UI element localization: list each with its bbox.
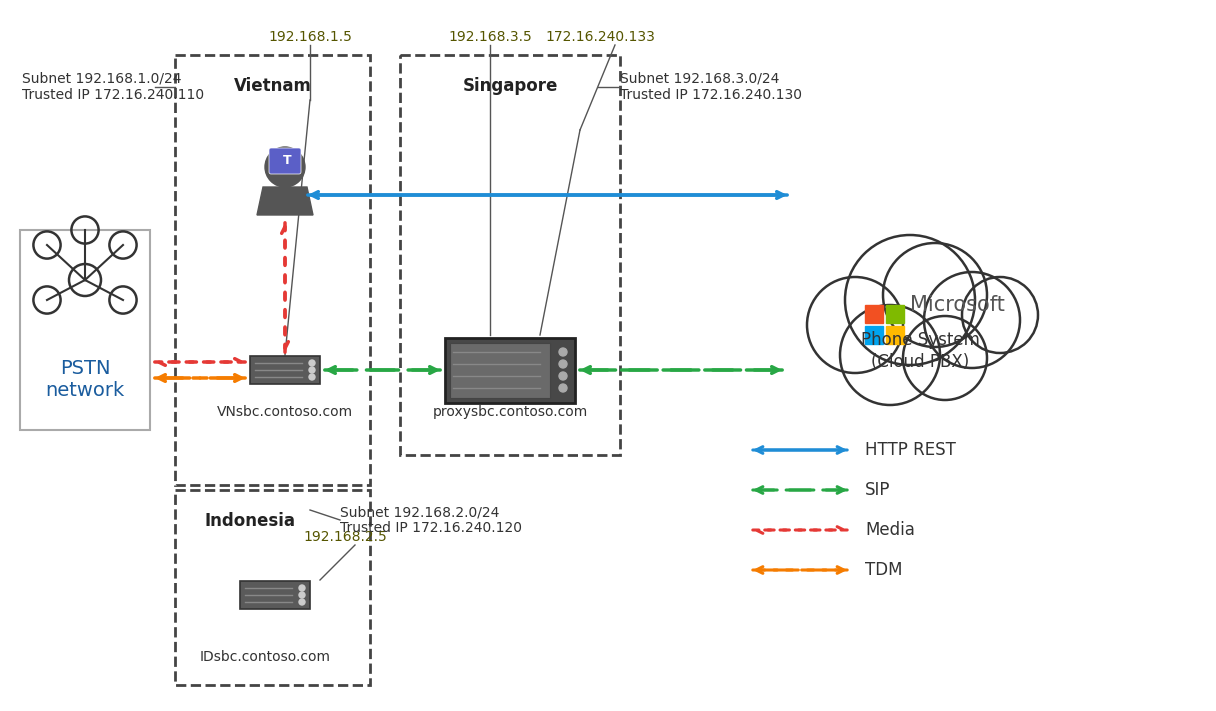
Text: HTTP REST: HTTP REST [865, 441, 956, 459]
Text: T: T [282, 154, 292, 168]
Circle shape [299, 599, 305, 605]
FancyBboxPatch shape [450, 343, 550, 397]
Circle shape [903, 316, 987, 400]
FancyBboxPatch shape [269, 148, 302, 174]
Text: Media: Media [865, 521, 914, 539]
Circle shape [299, 585, 305, 591]
Text: PSTN
network: PSTN network [45, 360, 124, 400]
Circle shape [309, 367, 315, 373]
Text: Subnet 192.168.3.0/24
Trusted IP 172.16.240.130: Subnet 192.168.3.0/24 Trusted IP 172.16.… [620, 72, 803, 102]
Polygon shape [257, 187, 313, 215]
Bar [865, 305, 883, 323]
Circle shape [265, 147, 305, 187]
Bar [19, 230, 150, 430]
Circle shape [559, 348, 567, 356]
Circle shape [962, 277, 1038, 353]
Text: Microsoft: Microsoft [910, 295, 1004, 315]
Circle shape [924, 272, 1020, 368]
Bar [886, 326, 903, 344]
Text: 192.168.1.5: 192.168.1.5 [268, 30, 351, 44]
Circle shape [845, 250, 995, 400]
Circle shape [559, 384, 567, 392]
Text: Singapore: Singapore [462, 77, 558, 95]
Circle shape [807, 277, 903, 373]
Text: SIP: SIP [865, 481, 890, 499]
Text: 192.168.2.5: 192.168.2.5 [303, 530, 387, 544]
Text: VNsbc.contoso.com: VNsbc.contoso.com [216, 405, 353, 419]
Text: proxysbc.contoso.com: proxysbc.contoso.com [433, 405, 587, 419]
Bar [400, 55, 620, 455]
FancyBboxPatch shape [240, 581, 310, 609]
Text: IDsbc.contoso.com: IDsbc.contoso.com [199, 650, 331, 664]
Bar [175, 490, 370, 685]
Bar [175, 55, 370, 485]
Circle shape [840, 305, 940, 405]
Text: 192.168.3.5: 192.168.3.5 [449, 30, 531, 44]
FancyBboxPatch shape [250, 356, 320, 384]
Text: 172.16.240.133: 172.16.240.133 [545, 30, 655, 44]
Bar [886, 305, 903, 323]
Text: TDM: TDM [865, 561, 902, 579]
Circle shape [845, 235, 975, 365]
Text: (Cloud PBX): (Cloud PBX) [871, 353, 969, 371]
Text: Subnet 192.168.2.0/24
Trusted IP 172.16.240.120: Subnet 192.168.2.0/24 Trusted IP 172.16.… [340, 505, 522, 535]
Text: Indonesia: Indonesia [206, 512, 295, 530]
Circle shape [883, 243, 987, 347]
Bar [865, 326, 883, 344]
Text: Subnet 192.168.1.0/24
Trusted IP 172.16.240.110: Subnet 192.168.1.0/24 Trusted IP 172.16.… [22, 72, 204, 102]
FancyBboxPatch shape [445, 338, 575, 402]
Circle shape [299, 592, 305, 598]
Text: Vietnam: Vietnam [233, 77, 311, 95]
Circle shape [559, 360, 567, 368]
Circle shape [309, 374, 315, 380]
Circle shape [559, 372, 567, 380]
Circle shape [309, 360, 315, 366]
Text: Phone System: Phone System [861, 331, 979, 349]
